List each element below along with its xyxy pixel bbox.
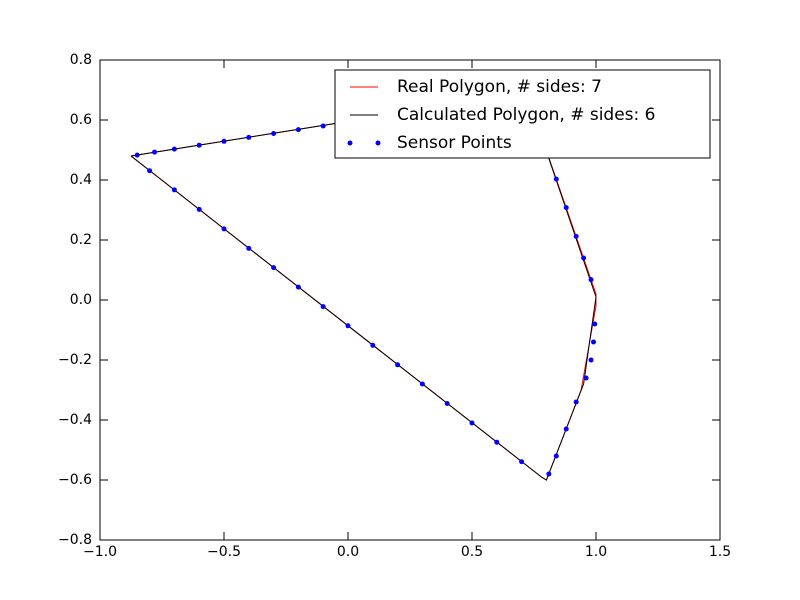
- sensor-point: [444, 401, 450, 406]
- legend-label: Calculated Polygon, # sides: 6: [397, 105, 655, 125]
- x-tick-label: 0.5: [461, 544, 483, 560]
- y-tick-label: 0.0: [70, 292, 92, 308]
- y-tick-label: 0.6: [70, 112, 92, 128]
- sensor-point: [271, 265, 277, 271]
- y-tick-label: −0.4: [58, 412, 92, 428]
- sensor-point: [171, 187, 177, 193]
- sensor-point: [573, 233, 579, 239]
- sensor-point: [469, 420, 475, 426]
- legend-label: Sensor Points: [397, 133, 512, 153]
- legend-box: [334, 69, 711, 159]
- sensor-point: [345, 323, 351, 329]
- y-tick-label: −0.2: [58, 352, 92, 368]
- sensor-point: [563, 205, 569, 211]
- y-tick-label: −0.6: [58, 472, 92, 488]
- sensor-point: [271, 131, 277, 136]
- sensor-point: [295, 127, 301, 133]
- sensor-point: [395, 362, 401, 368]
- legend-marker: [347, 140, 353, 146]
- sensor-point: [152, 149, 158, 155]
- sensor-point: [320, 123, 326, 129]
- legend-marker: [375, 140, 381, 146]
- y-tick-label: −0.8: [58, 532, 92, 548]
- sensor-point: [295, 284, 301, 290]
- sensor-point: [592, 321, 598, 327]
- sensor-point: [370, 342, 376, 348]
- sensor-point: [246, 245, 252, 251]
- plot-frame: [99, 59, 721, 541]
- sensor-point: [581, 255, 587, 261]
- y-tick-label: 0.4: [70, 172, 92, 188]
- sensor-point: [221, 138, 227, 144]
- y-tick-label: 0.2: [70, 232, 92, 248]
- x-tick-label: 1.0: [585, 544, 607, 560]
- sensor-point: [546, 471, 552, 477]
- sensor-point: [591, 339, 597, 345]
- sensor-point: [553, 453, 559, 459]
- sensor-point: [519, 459, 525, 465]
- sensor-point: [134, 152, 140, 158]
- sensor-point: [553, 176, 559, 182]
- x-tick-label: 0.0: [337, 544, 359, 560]
- sensor-point: [320, 304, 326, 310]
- sensor-point: [588, 357, 594, 363]
- sensor-point: [246, 134, 252, 140]
- sensor-point: [196, 142, 202, 148]
- legend-label: Real Polygon, # sides: 7: [397, 77, 602, 97]
- sensor-point: [196, 206, 202, 212]
- y-tick-label: 0.8: [70, 52, 92, 68]
- sensor-point: [171, 146, 177, 152]
- x-tick-label: 1.5: [709, 544, 731, 560]
- sensor-point: [563, 426, 569, 432]
- sensor-point: [419, 381, 425, 387]
- sensor-point: [221, 226, 227, 232]
- sensor-point: [588, 277, 594, 283]
- sensor-point: [494, 439, 500, 445]
- sensor-point: [573, 399, 579, 405]
- sensor-point: [583, 375, 589, 381]
- x-tick-label: −1.0: [83, 544, 117, 560]
- sensor-point: [147, 168, 153, 174]
- legend: Real Polygon, # sides: 7 Calculated Polyg…: [334, 69, 711, 159]
- x-tick-label: −0.5: [207, 544, 241, 560]
